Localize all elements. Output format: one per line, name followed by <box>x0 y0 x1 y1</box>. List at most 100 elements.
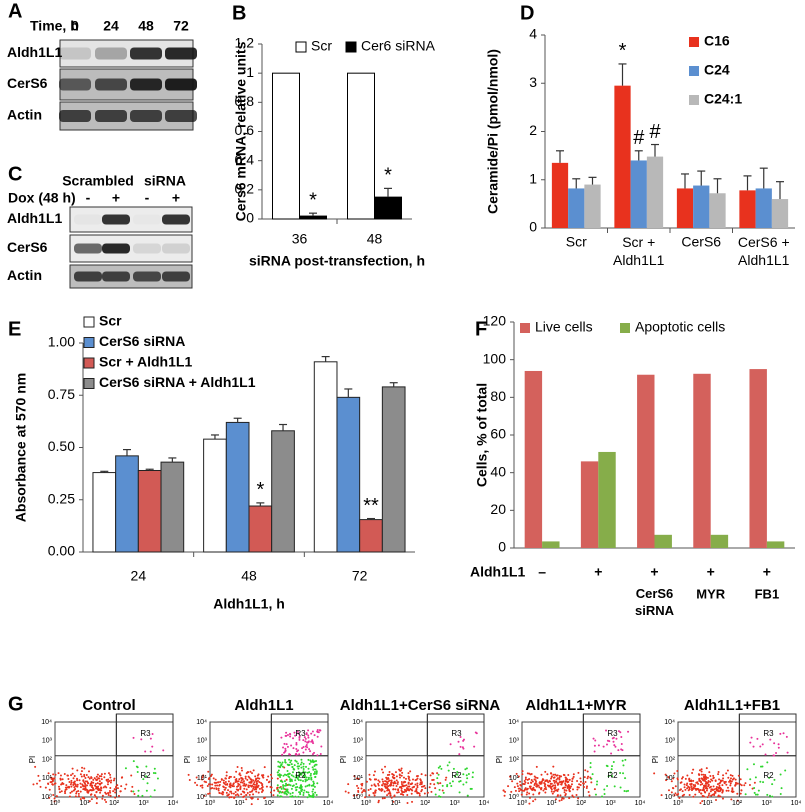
event-dot <box>236 765 239 768</box>
event-dot <box>93 784 96 787</box>
event-dot <box>76 779 79 782</box>
y-tick-label: 10² <box>353 756 364 763</box>
event-dot <box>681 776 684 779</box>
event-dot <box>137 794 140 797</box>
event-dot <box>242 780 245 783</box>
event-dot <box>98 775 101 778</box>
blot-row: CerS6 <box>7 239 48 255</box>
blot-band <box>74 243 102 254</box>
event-dot <box>572 773 575 776</box>
event-dot <box>706 796 709 799</box>
event-dot <box>149 737 152 740</box>
event-dot <box>729 777 732 780</box>
event-dot <box>690 779 693 782</box>
event-dot <box>92 781 95 784</box>
event-dot <box>109 791 112 794</box>
event-dot <box>552 773 555 776</box>
event-dot <box>620 748 623 751</box>
event-dot <box>621 759 624 762</box>
event-dot <box>507 785 510 788</box>
event-dot <box>131 785 134 788</box>
event-dot <box>241 769 244 772</box>
event-dot <box>579 780 582 783</box>
event-dot <box>571 780 574 783</box>
event-dot <box>546 779 549 782</box>
event-dot <box>301 779 304 782</box>
event-dot <box>305 733 308 736</box>
event-dot <box>530 778 533 781</box>
event-dot <box>737 774 740 777</box>
event-dot <box>721 784 724 787</box>
y-axis-label: PI <box>495 756 504 764</box>
event-dot <box>751 787 754 790</box>
event-dot <box>125 783 128 786</box>
event-dot <box>84 776 87 779</box>
event-dot <box>276 771 279 774</box>
event-dot <box>344 790 347 793</box>
event-dot <box>403 788 406 791</box>
event-dot <box>564 776 567 779</box>
event-dot <box>459 735 462 738</box>
event-dot <box>239 781 242 784</box>
y-tick-label: 0 <box>529 219 537 235</box>
event-dot <box>708 792 711 795</box>
event-dot <box>255 786 258 789</box>
event-dot <box>453 775 456 778</box>
event-dot <box>76 777 79 780</box>
event-dot <box>288 732 291 735</box>
event-dot <box>276 794 279 797</box>
event-dot <box>571 794 574 797</box>
event-dot <box>452 767 455 770</box>
event-dot <box>302 791 305 794</box>
event-dot <box>137 789 140 792</box>
event-dot <box>213 787 216 790</box>
event-dot <box>151 745 154 748</box>
event-dot <box>212 777 215 780</box>
event-dot <box>708 786 711 789</box>
event-dot <box>726 769 729 772</box>
legend-label: Scr <box>99 313 122 329</box>
event-dot <box>252 779 255 782</box>
event-dot <box>520 793 523 796</box>
event-dot <box>243 784 246 787</box>
treatment-label: MYR <box>696 586 726 601</box>
event-dot <box>532 800 535 803</box>
event-dot <box>75 792 78 795</box>
legend-label: Scr + Aldh1L1 <box>99 354 192 370</box>
event-dot <box>377 784 380 787</box>
event-dot <box>558 799 561 802</box>
legend-swatch <box>345 41 357 53</box>
event-dot <box>201 776 204 779</box>
event-dot <box>554 786 557 789</box>
event-dot <box>288 758 291 761</box>
event-dot <box>532 793 535 796</box>
event-dot <box>57 785 60 788</box>
event-dot <box>289 792 292 795</box>
event-dot <box>534 798 537 801</box>
bar <box>542 541 560 548</box>
event-dot <box>145 775 148 778</box>
gate-label: R2 <box>763 771 774 780</box>
blot-row: Actin <box>7 107 42 123</box>
event-dot <box>311 790 314 793</box>
event-dot <box>402 791 405 794</box>
blot-row: CerS6 <box>7 75 48 91</box>
event-dot <box>700 773 703 776</box>
event-dot <box>294 734 297 737</box>
y-tick-label: 0.00 <box>48 543 75 559</box>
event-dot <box>554 773 557 776</box>
event-dot <box>82 785 85 788</box>
event-dot <box>154 772 157 775</box>
event-dot <box>295 776 298 779</box>
event-dot <box>744 793 747 796</box>
event-dot <box>286 773 289 776</box>
x-tick-label: 10⁰ <box>673 799 684 807</box>
panel-letter: B <box>232 2 246 24</box>
event-dot <box>280 791 283 794</box>
y-tick-label: 0.6 <box>235 122 255 138</box>
event-dot <box>72 789 75 792</box>
event-dot <box>265 785 268 788</box>
bar <box>766 541 785 548</box>
event-dot <box>305 779 308 782</box>
event-dot <box>674 792 677 795</box>
